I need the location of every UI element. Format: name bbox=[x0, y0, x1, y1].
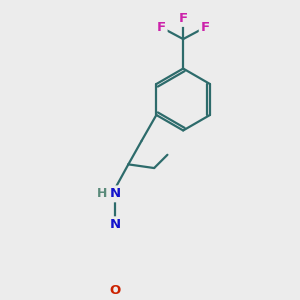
Text: N: N bbox=[110, 187, 121, 200]
Text: F: F bbox=[157, 21, 166, 34]
Text: F: F bbox=[201, 21, 210, 34]
Text: H: H bbox=[97, 187, 107, 200]
Text: N: N bbox=[110, 218, 121, 231]
Text: O: O bbox=[110, 284, 121, 297]
Text: F: F bbox=[178, 12, 188, 25]
